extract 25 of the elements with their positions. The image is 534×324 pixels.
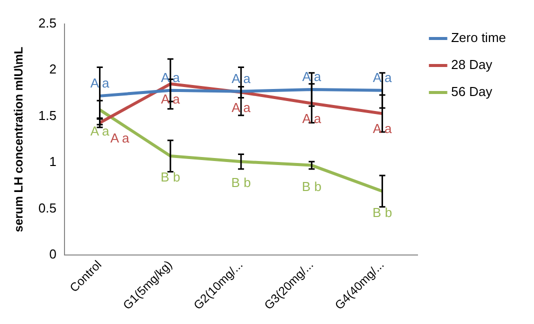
data-label: A a: [90, 76, 110, 91]
data-label: A a: [90, 123, 110, 138]
y-tick-label: 0.5: [38, 200, 56, 216]
data-label: A a: [302, 110, 322, 126]
y-tick-label: 2.5: [38, 15, 56, 30]
data-label: A a: [161, 70, 181, 85]
legend-label: 56 Day: [451, 84, 493, 100]
data-label: B b: [231, 175, 251, 190]
data-label: A a: [372, 121, 392, 136]
legend-label: Zero time: [451, 30, 506, 46]
legend-label: 28 Day: [451, 57, 493, 72]
y-tick-label: 2: [49, 62, 56, 77]
data-label: A a: [161, 91, 181, 106]
data-label: B b: [160, 170, 180, 185]
data-label: A a: [110, 130, 130, 146]
data-label: A a: [232, 100, 252, 115]
y-tick-label: 1: [49, 154, 56, 170]
data-label: B b: [302, 178, 322, 194]
y-tick-label: 0: [49, 246, 56, 262]
y-tick-label: 1.5: [38, 108, 56, 123]
data-label: A a: [232, 70, 252, 86]
data-label: A a: [302, 69, 322, 84]
data-label: A a: [372, 70, 392, 85]
y-axis-title: serum LH concentration mIU\mL: [12, 46, 26, 232]
data-label: B b: [372, 204, 392, 220]
